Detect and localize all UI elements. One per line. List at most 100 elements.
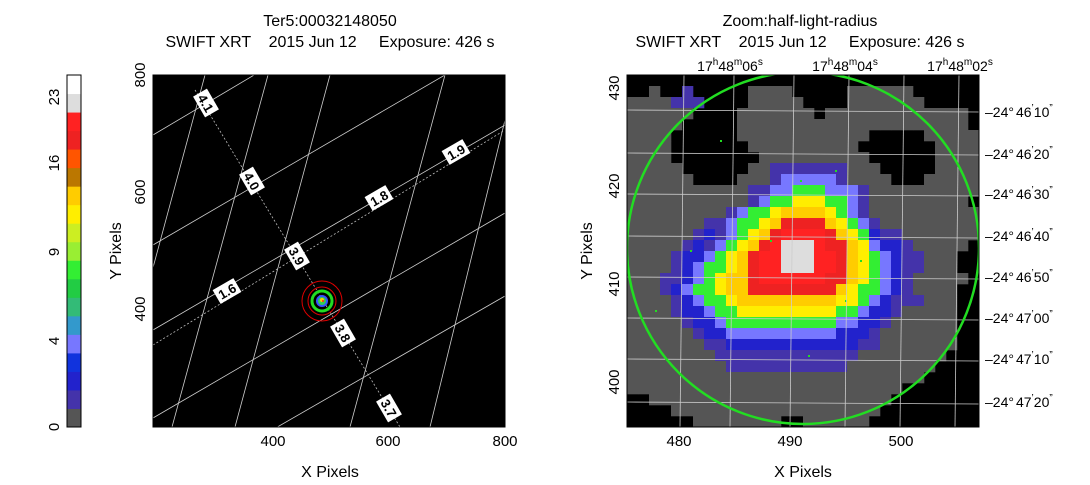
pixel (781, 339, 793, 351)
pixel (627, 361, 639, 373)
pixel (836, 218, 848, 230)
pixel (902, 350, 914, 362)
pixel (693, 405, 705, 417)
pixel (759, 284, 771, 296)
pixel (825, 350, 837, 362)
pixel (759, 328, 771, 340)
pixel (935, 350, 947, 362)
pixel (803, 174, 815, 186)
pixel (748, 317, 760, 329)
pixel (693, 339, 705, 351)
pixel (627, 119, 639, 131)
event-dot (835, 170, 837, 172)
pixel (638, 163, 650, 175)
grid-line (153, 75, 206, 270)
pixel (660, 295, 672, 307)
pixel (715, 273, 727, 285)
pixel (803, 284, 815, 296)
pixel (902, 295, 914, 307)
pixel (924, 317, 936, 329)
pixel (770, 405, 782, 417)
pixel (693, 196, 705, 208)
pixel (847, 372, 859, 384)
pixel (792, 405, 804, 417)
pixel (825, 251, 837, 263)
pixel (902, 339, 914, 351)
colorbar-cell (67, 315, 81, 335)
pixel (627, 240, 639, 252)
pixel (682, 86, 694, 98)
pixel (638, 185, 650, 197)
pixel (693, 207, 705, 219)
pixel (825, 383, 837, 395)
pixel (682, 339, 694, 351)
pixel (836, 317, 848, 329)
pixel (891, 306, 903, 318)
pixel (792, 317, 804, 329)
pixel (737, 119, 749, 131)
pixel (737, 207, 749, 219)
pixel (770, 196, 782, 208)
pixel (781, 306, 793, 318)
pixel (682, 361, 694, 373)
pixel (902, 262, 914, 274)
pixel (968, 163, 979, 175)
pixel (792, 229, 804, 241)
pixel (880, 317, 892, 329)
pixel (814, 218, 826, 230)
pixel (682, 295, 694, 307)
pixel (858, 240, 870, 252)
pixel (946, 306, 958, 318)
pixel (847, 306, 859, 318)
pixel (660, 262, 672, 274)
pixel (660, 372, 672, 384)
pixel (880, 328, 892, 340)
left-image-panel[interactable]: 4.14.03.93.83.71.91.81.6 (110, 30, 506, 460)
pixel (693, 218, 705, 230)
dec-label: –24° 46’30” (985, 185, 1053, 202)
pixel (737, 372, 749, 384)
pixel (792, 295, 804, 307)
pixel (770, 339, 782, 351)
dec-label: –24° 46’50” (985, 268, 1053, 285)
grid-line (729, 75, 735, 427)
pixel (880, 295, 892, 307)
pixel (759, 240, 771, 252)
pixel (660, 218, 672, 230)
pixel (847, 141, 859, 153)
pixel (638, 361, 650, 373)
pixel (682, 273, 694, 285)
pixel (704, 273, 716, 285)
pixel (836, 262, 848, 274)
pixel (693, 262, 705, 274)
pixel (880, 394, 892, 406)
pixel (957, 108, 969, 120)
pixel (858, 207, 870, 219)
pixel (770, 262, 782, 274)
pixel (726, 361, 738, 373)
pixel (836, 405, 848, 417)
pixel (880, 196, 892, 208)
pixel (770, 130, 782, 142)
pixel (627, 372, 639, 384)
pixel (968, 152, 979, 164)
right-zoom-panel[interactable] (626, 72, 980, 428)
pixel (869, 218, 881, 230)
pixel (858, 339, 870, 351)
pixel (759, 251, 771, 263)
pixel (913, 372, 925, 384)
pixel (638, 350, 650, 362)
pixel (759, 361, 771, 373)
pixel (682, 207, 694, 219)
pixel (781, 130, 793, 142)
pixel (902, 108, 914, 120)
pixel (913, 361, 925, 373)
pixel (748, 383, 760, 395)
left-title-line2: SWIFT XRT 2015 Jun 12 Exposure: 426 s (165, 34, 494, 51)
pixel (781, 328, 793, 340)
pixel (803, 328, 815, 340)
pixel (836, 273, 848, 285)
pixel (704, 207, 716, 219)
pixel (649, 207, 661, 219)
pixel (836, 196, 848, 208)
